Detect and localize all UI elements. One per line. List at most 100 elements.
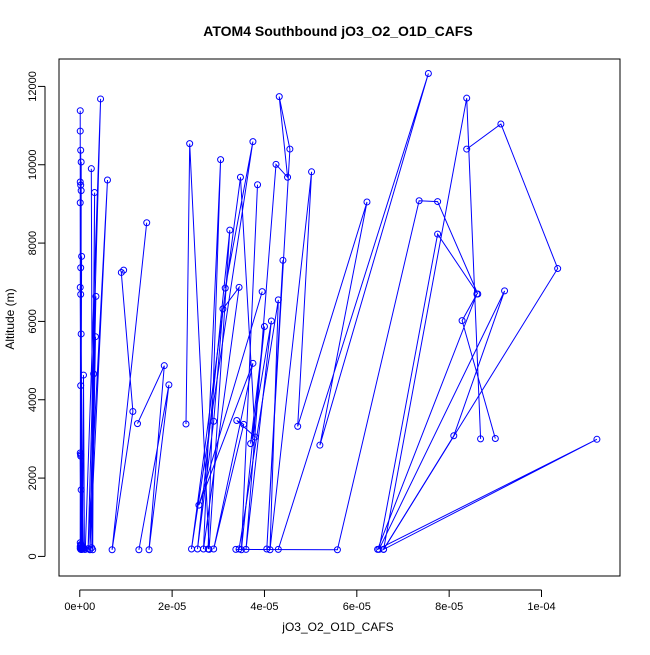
data-point [77,330,85,338]
y-tick-label: 8000 [27,231,39,255]
data-point [316,441,324,449]
data-point [77,187,85,195]
data-point [76,199,84,207]
data-point [103,176,111,184]
data-point [232,545,240,553]
data-point [78,252,86,260]
x-tick-label: 6e-05 [343,601,371,613]
data-point [477,435,485,443]
series-line [191,141,263,550]
data-point [593,435,601,443]
y-tick-label: 12000 [27,71,39,102]
data-point [434,230,442,238]
data-point [195,501,203,509]
data-point [497,120,505,128]
data-point [77,290,85,298]
data-point [117,268,125,276]
series-line [376,123,598,551]
data-point [97,95,105,103]
data-point [491,435,499,443]
data-point [236,173,244,181]
data-point [272,160,280,168]
data-point [424,69,432,77]
data-point [294,422,302,430]
series-line [240,96,291,550]
data-point [90,370,98,378]
data-point [258,288,266,296]
data-point [120,266,128,274]
data-point [308,168,316,176]
data-point [165,381,173,389]
series-line [79,385,84,550]
data-point [333,546,341,554]
data-point [77,158,85,166]
data-point [81,545,89,553]
x-axis-label: jO3_O2_O1D_CAFS [281,620,393,634]
data-point [267,317,275,325]
data-point [434,198,442,206]
data-point [87,165,95,173]
y-tick-label: 10000 [27,149,39,180]
data-point [254,181,262,189]
data-point [133,420,141,428]
data-point [463,94,471,102]
data-point [79,371,87,379]
data-point [77,382,85,390]
data-point [135,546,143,554]
data-point [363,198,371,206]
data-point [92,292,100,300]
data-point [463,145,471,153]
data-point [458,317,466,325]
data-point [260,323,268,331]
series-line [185,143,240,550]
data-point [221,284,229,292]
series-layer [76,69,601,554]
data-point [91,189,99,197]
x-tick-label: 8e-05 [435,601,463,613]
series-line [137,365,170,550]
data-point [286,145,294,153]
data-point [76,127,84,135]
plot-frame [58,58,621,577]
data-point [233,417,241,425]
data-point [108,546,116,554]
data-point [86,545,94,553]
data-point [284,173,292,181]
data-point [473,290,481,298]
data-point [182,420,190,428]
data-point [188,545,196,553]
data-point [275,93,283,101]
y-tick-label: 2000 [27,466,39,490]
data-point [76,107,84,115]
data-point [226,226,234,234]
data-point [554,265,562,273]
data-point [77,486,85,494]
chart-title: ATOM4 Southbound jO3_O2_O1D_CAFS [203,23,472,39]
series-line [238,73,429,550]
data-point [415,197,423,205]
x-tick-label: 0e+00 [64,601,95,613]
data-point [186,140,194,148]
data-point [129,408,137,415]
data-point [76,283,84,291]
data-point [247,440,255,448]
data-point [76,178,84,186]
y-tick-label: 0 [27,553,39,559]
data-point [143,219,151,227]
data-point [77,264,85,272]
x-tick-label: 4e-05 [250,601,278,613]
data-point [249,138,257,146]
series-line [111,222,148,550]
axes-layer: 0e+00 2e-05 4e-05 6e-05 8e-05 1e-04 0 2000 4000 6… [27,71,556,613]
data-point [235,283,243,291]
data-point [217,156,225,164]
series-line [235,98,506,551]
data-point [279,256,287,264]
data-point [77,451,85,459]
data-point [210,545,218,553]
y-tick-label: 4000 [27,388,39,412]
x-tick-label: 1e-04 [527,601,555,613]
